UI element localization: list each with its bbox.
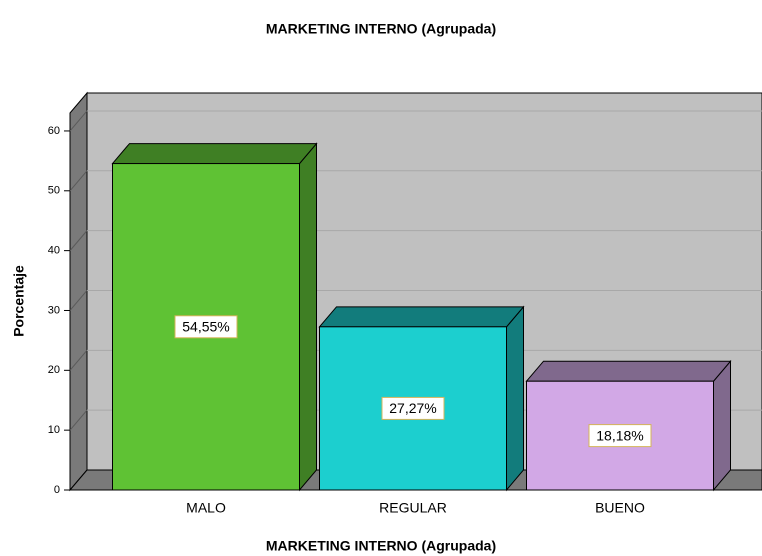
bar: 27,27% xyxy=(318,305,525,492)
y-tick-label: 0 xyxy=(54,484,60,496)
value-label: 54,55% xyxy=(182,318,229,334)
y-tick-label: 10 xyxy=(48,424,60,436)
grid-line xyxy=(69,170,88,192)
chart-title: MARKETING INTERNO (Agrupada) xyxy=(266,21,496,37)
side-wall xyxy=(69,91,88,492)
grid-line xyxy=(69,290,88,311)
value-label: 18,18% xyxy=(596,427,643,443)
x-axis-title: MARKETING INTERNO (Agrupada) xyxy=(266,538,496,554)
bar-side xyxy=(506,305,524,492)
value-label-box xyxy=(381,396,445,420)
y-tick-label: 50 xyxy=(48,185,60,197)
grid-line xyxy=(69,110,88,132)
y-tick-label: 60 xyxy=(48,125,60,137)
x-tick-label: REGULAR xyxy=(379,500,447,516)
y-axis-title: Porcentaje xyxy=(11,265,27,337)
bar-side xyxy=(713,359,731,492)
grid-line xyxy=(69,349,88,371)
value-label-box xyxy=(588,424,652,448)
grid-line xyxy=(69,230,88,251)
bar-top xyxy=(111,143,318,165)
x-tick-label: BUENO xyxy=(595,500,645,516)
bar-side xyxy=(299,142,317,492)
bar: 18,18% xyxy=(525,359,732,492)
x-tick-label: MALO xyxy=(186,500,226,516)
bar: 54,55% xyxy=(111,142,318,492)
y-tick-label: 40 xyxy=(48,245,60,257)
value-label: 27,27% xyxy=(389,400,436,416)
y-tick-label: 30 xyxy=(48,304,60,316)
bar-top xyxy=(525,360,732,382)
y-tick-label: 20 xyxy=(48,364,60,376)
value-label-box xyxy=(174,315,238,339)
grid-line xyxy=(69,409,88,431)
bar-top xyxy=(318,306,525,328)
